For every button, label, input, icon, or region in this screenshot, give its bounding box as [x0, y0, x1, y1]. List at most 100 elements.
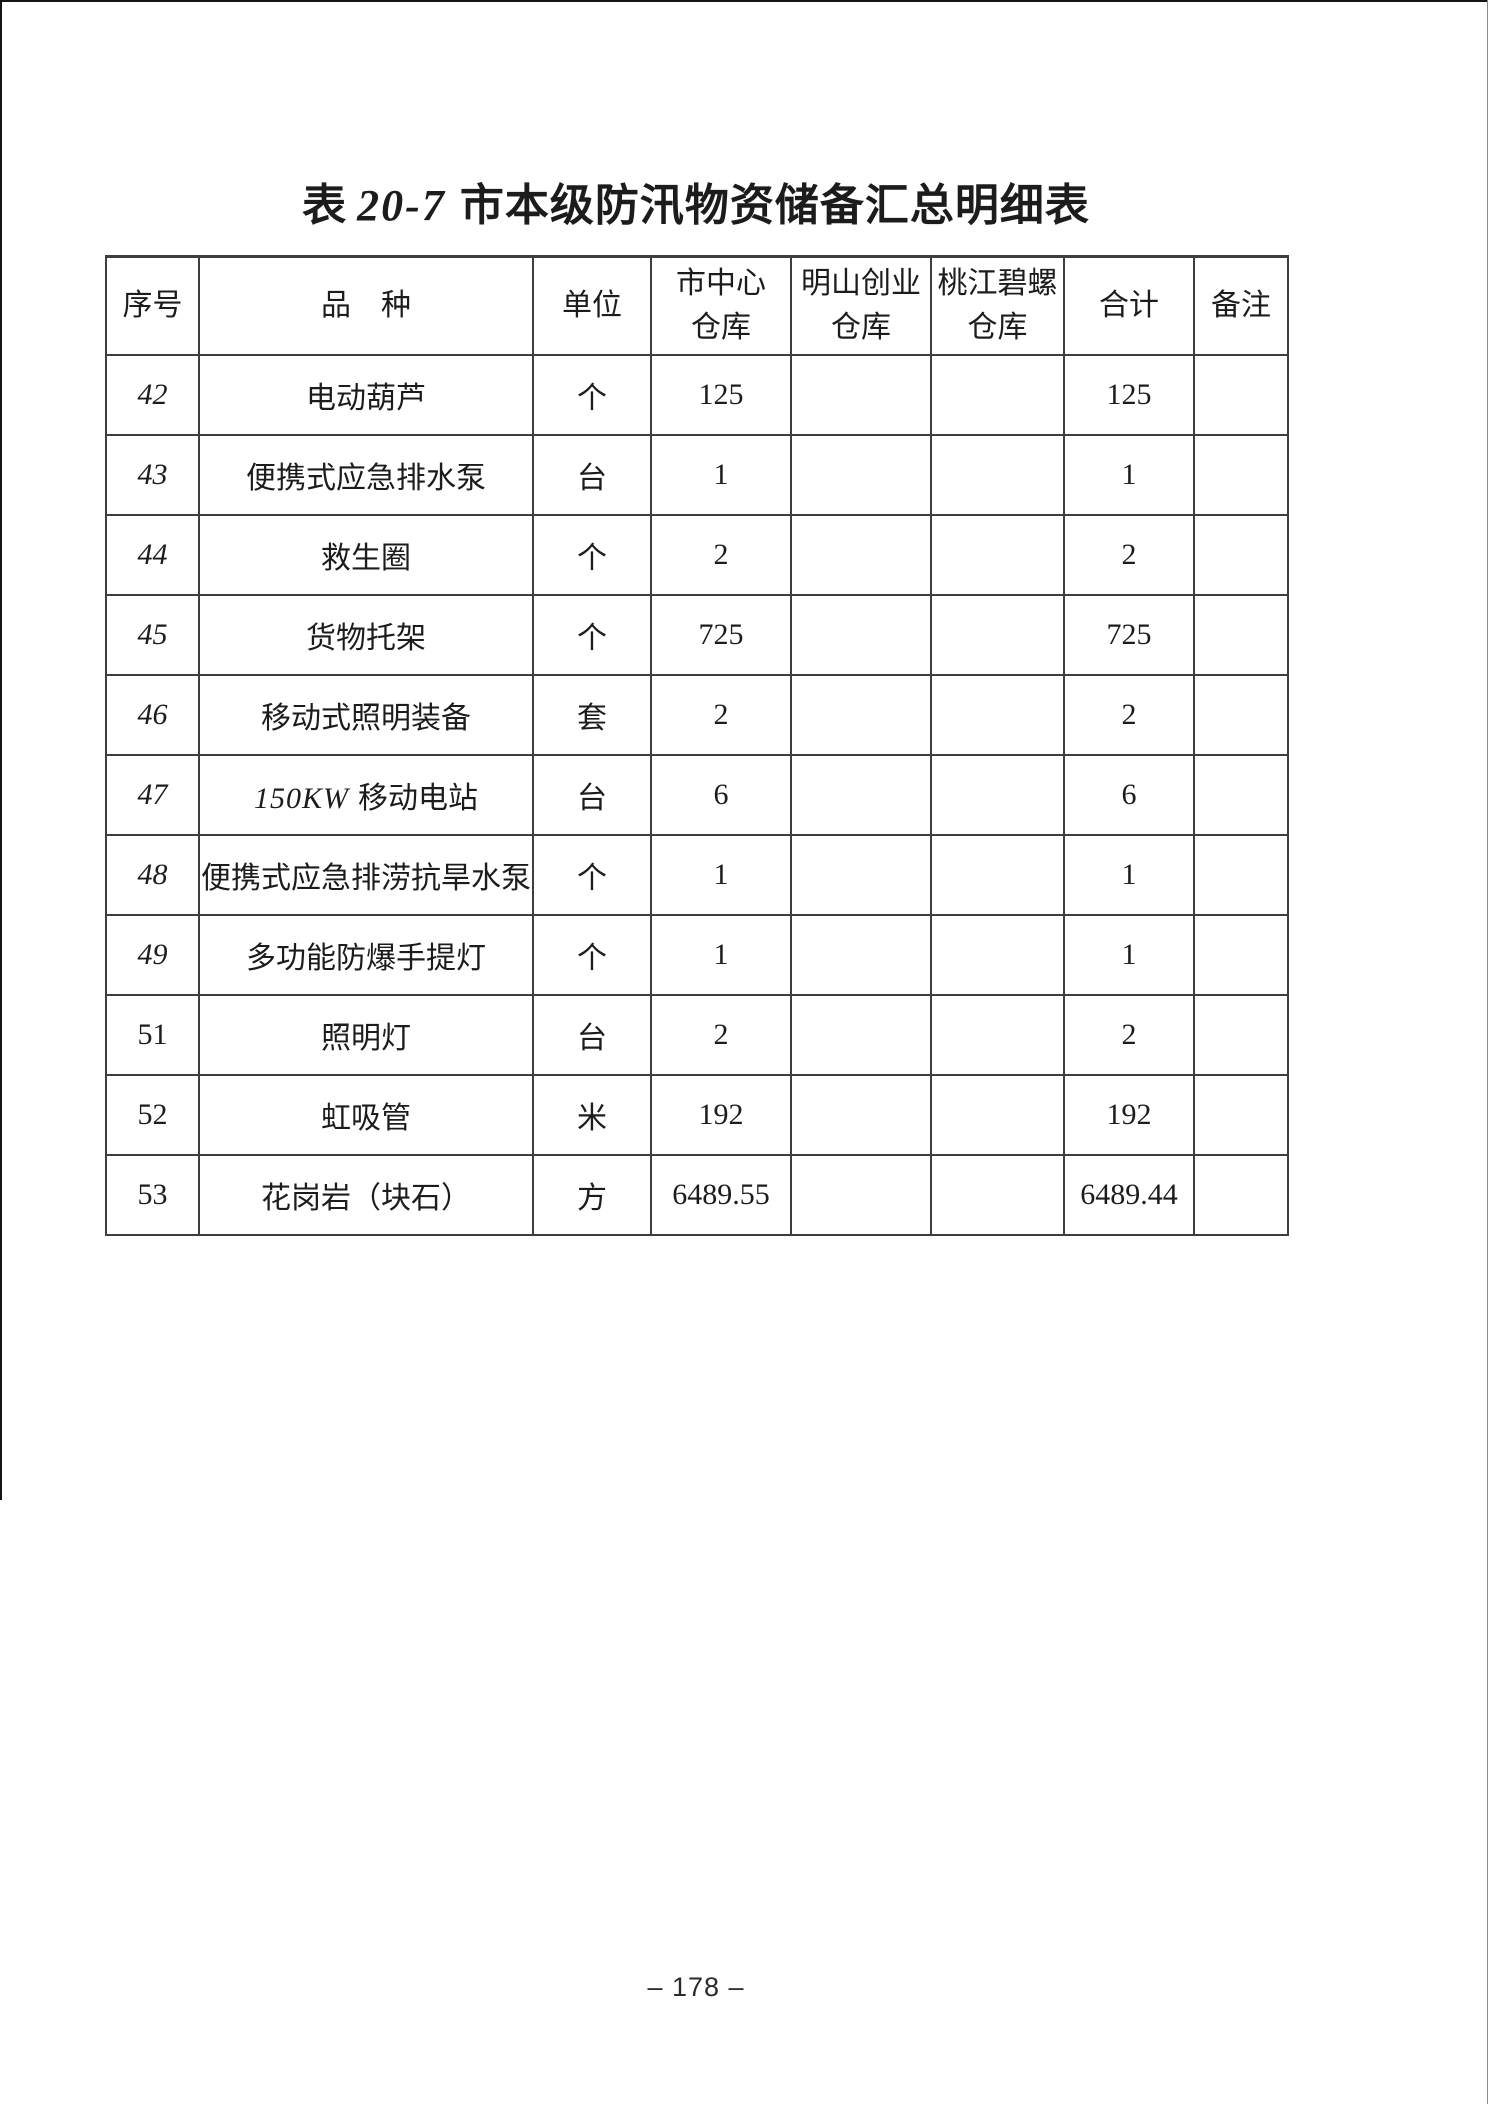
cell-total: 2: [1063, 673, 1195, 756]
column-header-remark: 备注: [1193, 255, 1289, 356]
cell-variety: 照明灯: [198, 993, 534, 1076]
variety-name: 便携式应急排涝抗旱水泵: [201, 861, 531, 895]
page-number: – 178 –: [647, 1972, 745, 2002]
cell-warehouse-central: 1: [650, 433, 792, 516]
title-prefix: 表: [302, 181, 348, 230]
column-header-warehouse-central: 市中心 仓库: [650, 255, 792, 356]
cell-unit: 个: [532, 593, 652, 676]
table-row: 48 便携式应急排涝抗旱水泵个 1 1: [105, 833, 1289, 916]
cell-total: 1: [1063, 913, 1195, 996]
cell-total: 725: [1063, 593, 1195, 676]
variety-name: 多功能防爆手提灯: [246, 941, 486, 975]
table-row: 49 多功能防爆手提灯个 1 1: [105, 913, 1289, 996]
variety-name: 照明灯: [321, 1021, 411, 1055]
cell-remark: [1193, 353, 1289, 436]
cell-serial: 42: [105, 353, 200, 436]
variety-name: 货物托架: [306, 621, 426, 655]
cell-variety: 便携式应急排涝抗旱水泵: [198, 833, 534, 916]
variety-name: 救生圈: [321, 541, 411, 575]
cell-warehouse-central: 125: [650, 353, 792, 436]
header-line: 单位: [562, 289, 622, 322]
cell-unit: 个: [532, 513, 652, 596]
cell-warehouse-taojiang: [930, 753, 1065, 836]
cell-unit: 台: [532, 433, 652, 516]
cell-remark: [1193, 513, 1289, 596]
table-row: 44 救生圈个 2 2: [105, 513, 1289, 596]
cell-total: 2: [1063, 513, 1195, 596]
header-line: 合计: [1099, 289, 1159, 322]
cell-warehouse-mingshan: [790, 993, 932, 1076]
cell-unit: 台: [532, 753, 652, 836]
cell-warehouse-mingshan: [790, 913, 932, 996]
cell-serial: 48: [105, 833, 200, 916]
variety-name: 花岗岩（块石）: [261, 1181, 471, 1215]
cell-warehouse-mingshan: [790, 833, 932, 916]
table-row: 51 照明灯台 2 2: [105, 993, 1289, 1076]
variety-name: 移动电站: [358, 781, 478, 815]
cell-variety: 多功能防爆手提灯: [198, 913, 534, 996]
cell-serial: 47: [105, 753, 200, 836]
scan-edge-top: [0, 0, 1488, 2]
cell-serial: 49: [105, 913, 200, 996]
cell-warehouse-mingshan: [790, 753, 932, 836]
cell-unit: 方: [532, 1153, 652, 1236]
cell-warehouse-central: 2: [650, 673, 792, 756]
column-header-total: 合计: [1063, 255, 1195, 356]
cell-remark: [1193, 673, 1289, 756]
table-header: 序号 品 种 单位 市中心 仓库 明山创业 仓库 桃江碧螺 仓库 合计 备注: [105, 255, 1289, 356]
cell-serial: 45: [105, 593, 200, 676]
variety-name: 便携式应急排水泵: [246, 461, 486, 495]
cell-warehouse-mingshan: [790, 353, 932, 436]
cell-warehouse-central: 6489.55: [650, 1153, 792, 1236]
variety-name: 移动式照明装备: [261, 701, 471, 735]
materials-summary-table: 序号 品 种 单位 市中心 仓库 明山创业 仓库 桃江碧螺 仓库 合计 备注 42 电动…: [105, 255, 1289, 1236]
table-row: 45 货物托架个 725 725: [105, 593, 1289, 676]
table-row: 42 电动葫芦个 125 125: [105, 353, 1289, 436]
cell-warehouse-taojiang: [930, 513, 1065, 596]
cell-remark: [1193, 433, 1289, 516]
cell-total: 6489.44: [1063, 1153, 1195, 1236]
cell-remark: [1193, 1073, 1289, 1156]
cell-warehouse-taojiang: [930, 913, 1065, 996]
header-row: 序号 品 种 单位 市中心 仓库 明山创业 仓库 桃江碧螺 仓库 合计 备注: [105, 255, 1289, 356]
header-line: 备注: [1211, 289, 1271, 322]
scan-edge-left: [0, 0, 2, 1500]
cell-serial: 46: [105, 673, 200, 756]
cell-unit: 个: [532, 913, 652, 996]
cell-warehouse-central: 192: [650, 1073, 792, 1156]
table-body: 42 电动葫芦个 125 125 43 便携式应急排水泵台 1 1 44 救生圈个 2 2 45 货物托架…: [105, 353, 1289, 1236]
variety-name: 电动葫芦: [306, 381, 426, 415]
header-line: 仓库: [967, 310, 1028, 344]
cell-variety: 救生圈: [198, 513, 534, 596]
cell-unit: 个: [532, 353, 652, 436]
cell-warehouse-central: 2: [650, 513, 792, 596]
cell-serial: 44: [105, 513, 200, 596]
table-row: 52 虹吸管米 192 192: [105, 1073, 1289, 1156]
cell-warehouse-mingshan: [790, 433, 932, 516]
cell-warehouse-taojiang: [930, 593, 1065, 676]
cell-warehouse-taojiang: [930, 1073, 1065, 1156]
cell-serial: 43: [105, 433, 200, 516]
header-line: 仓库: [831, 310, 891, 344]
header-line: 序号: [122, 289, 183, 322]
cell-warehouse-central: 6: [650, 753, 792, 836]
cell-variety: 便携式应急排水泵: [198, 433, 534, 516]
column-header-serial: 序号: [105, 255, 200, 356]
header-line: 市中心: [676, 267, 766, 301]
title-text: 市本级防汛物资储备汇总明细表: [459, 181, 1090, 230]
header-line: 桃江碧螺: [937, 267, 1058, 301]
cell-warehouse-taojiang: [930, 1153, 1065, 1236]
cell-remark: [1193, 1153, 1289, 1236]
title-table-number: 20-7: [357, 181, 446, 230]
table-row: 47 150KW 移动电站台 6 6: [105, 753, 1289, 836]
table-row: 43 便携式应急排水泵台 1 1: [105, 433, 1289, 516]
cell-warehouse-central: 1: [650, 913, 792, 996]
cell-warehouse-mingshan: [790, 593, 932, 676]
cell-total: 6: [1063, 753, 1195, 836]
cell-variety: 150KW 移动电站: [198, 753, 534, 836]
cell-warehouse-central: 2: [650, 993, 792, 1076]
cell-warehouse-mingshan: [790, 1073, 932, 1156]
cell-variety: 花岗岩（块石）: [198, 1153, 534, 1236]
cell-variety: 货物托架: [198, 593, 534, 676]
header-line: 品 种: [321, 289, 411, 322]
